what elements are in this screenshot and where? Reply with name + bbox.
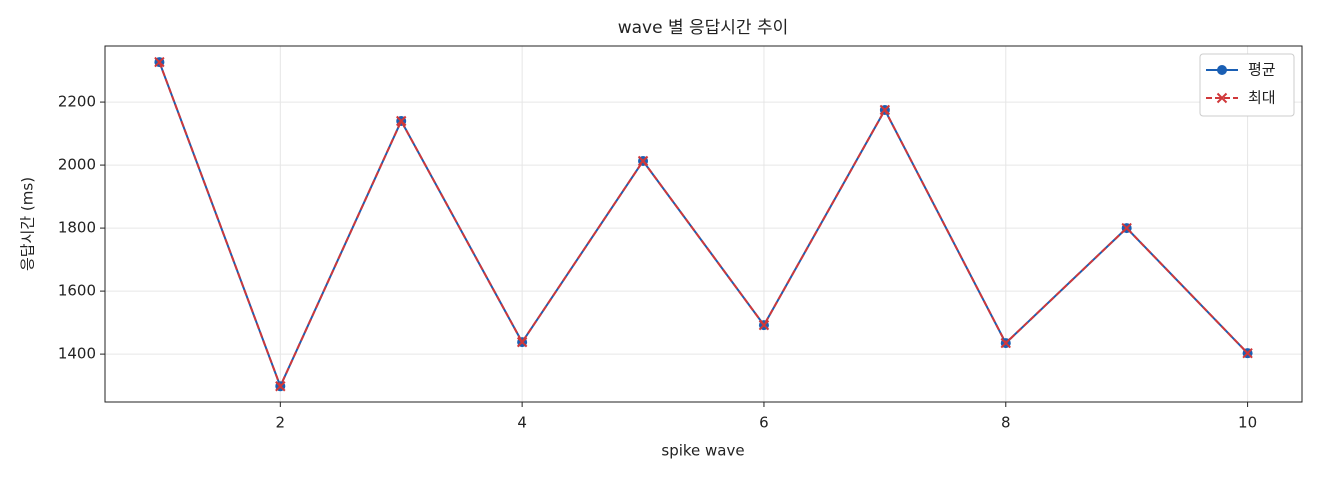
marker	[1217, 65, 1227, 75]
legend-box	[1199, 53, 1295, 117]
x-tick-label: 2	[276, 414, 286, 432]
legend-label: 최대	[1248, 89, 1276, 107]
x-tick-label: 10	[1238, 414, 1257, 432]
marker	[637, 155, 649, 167]
legend-label: 평균	[1248, 61, 1276, 79]
y-tick-label: 1600	[58, 282, 96, 300]
chart-title: wave 별 응답시간 추이	[618, 18, 789, 38]
y-tick-label: 2000	[58, 156, 96, 174]
marker	[275, 381, 286, 392]
y-tick-label: 1800	[58, 219, 96, 237]
marker	[1000, 337, 1011, 349]
marker	[154, 56, 165, 68]
marker	[1242, 347, 1253, 359]
x-tick-label: 4	[517, 414, 527, 432]
marker	[758, 319, 770, 331]
y-tick-label: 1400	[58, 345, 96, 363]
marker	[516, 336, 528, 348]
marker	[879, 104, 891, 116]
x-tick-label: 8	[1001, 414, 1011, 432]
x-axis-label: spike wave	[661, 442, 744, 460]
y-tick-label: 2200	[58, 93, 96, 111]
y-axis-label: 응답시간 (ms)	[19, 177, 37, 271]
marker	[396, 115, 407, 127]
marker	[1216, 92, 1228, 104]
series-line	[158, 61, 1249, 389]
plot-frame	[104, 45, 1303, 403]
x-tick-label: 6	[759, 414, 769, 432]
marker	[1121, 222, 1132, 234]
series-line	[158, 61, 1249, 389]
